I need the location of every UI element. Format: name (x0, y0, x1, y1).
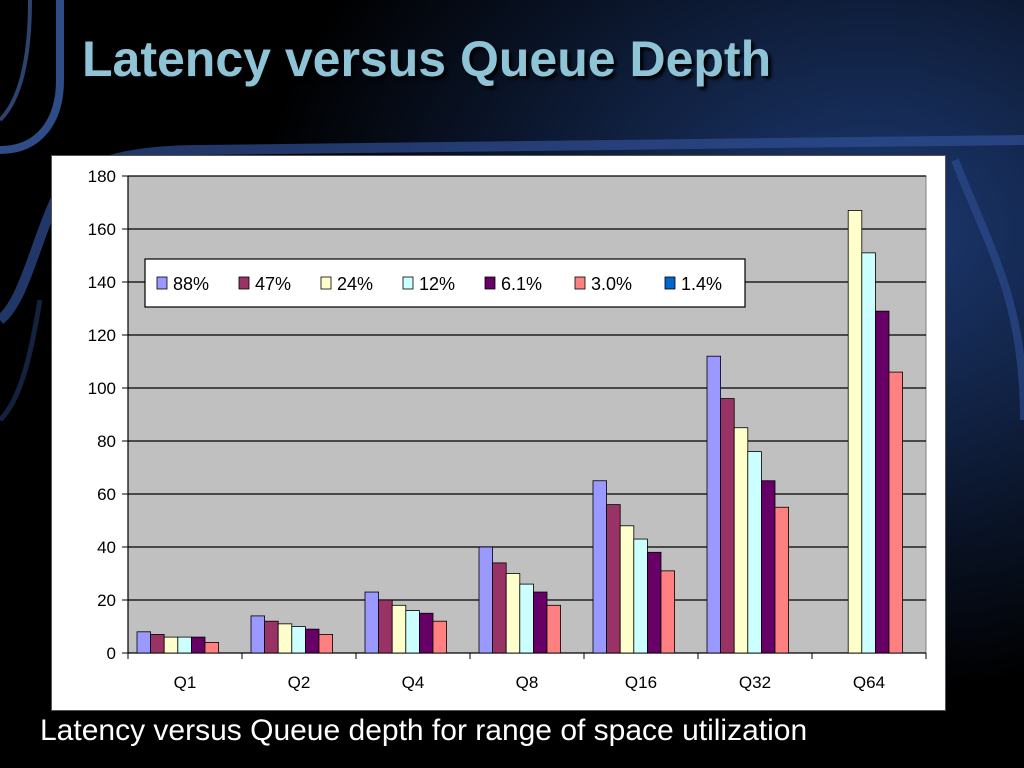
bar-24%-Q32 (733, 427, 749, 654)
y-tick-label: 60 (97, 485, 116, 504)
legend-label-3.0%: 3.0% (591, 274, 632, 294)
legend-label-12%: 12% (419, 274, 455, 294)
bar-24%-Q2 (277, 623, 293, 654)
y-tick-label: 80 (97, 432, 116, 451)
legend-swatch-12% (402, 276, 414, 290)
bar-88%-Q4 (364, 591, 380, 654)
legend-swatch-3.0% (574, 276, 586, 290)
legend-label-88%: 88% (173, 274, 209, 294)
bar-3.0%-Q1 (204, 641, 220, 654)
bar-chart: 0 20 40 60 80 100 120 140 160 180 Q1 Q2 Q4 Q8 Q16 Q32 Q6… (88, 167, 927, 692)
legend-swatch-24% (320, 276, 332, 290)
bar-6.1%-Q8 (532, 591, 548, 654)
bar-47%-Q32 (720, 398, 735, 654)
legend-swatch-88% (156, 276, 168, 290)
bar-24%-Q8 (505, 573, 521, 654)
bar-47%-Q2 (264, 620, 279, 654)
bar-47%-Q8 (492, 562, 507, 654)
bar-12%-Q32 (747, 451, 762, 654)
bar-88%-Q16 (592, 480, 608, 654)
y-tick-label: 0 (107, 644, 116, 663)
bar-6.1%-Q64 (875, 310, 890, 654)
x-tick-label: Q16 (625, 673, 657, 692)
legend-label-24%: 24% (337, 274, 373, 294)
bar-3.0%-Q2 (318, 634, 334, 654)
bar-88%-Q8 (478, 546, 494, 654)
bar-12%-Q1 (177, 636, 192, 654)
bar-12%-Q8 (519, 583, 534, 654)
bar-12%-Q2 (291, 626, 306, 654)
bar-12%-Q4 (405, 610, 420, 654)
bar-6.1%-Q32 (761, 480, 776, 654)
legend-label-6.1%: 6.1% (501, 274, 542, 294)
legend-label-47%: 47% (255, 274, 291, 294)
y-tick-label: 40 (97, 538, 116, 557)
x-tick-label: Q32 (739, 673, 771, 692)
bar-6.1%-Q4 (418, 612, 434, 654)
y-tick-label: 180 (88, 167, 116, 186)
slide-caption: Latency versus Queue depth for range of … (40, 714, 808, 747)
x-tick-label: Q4 (402, 673, 425, 692)
y-tick-label: 120 (88, 326, 116, 345)
plot-area (127, 175, 927, 654)
legend-swatch-6.1% (484, 276, 496, 290)
legend-swatch-1.4% (664, 276, 676, 290)
y-tick-label: 100 (88, 379, 116, 398)
x-tick-label: Q8 (516, 673, 539, 692)
bar-88%-Q2 (250, 615, 266, 654)
y-tick-label: 140 (88, 273, 116, 292)
legend-swatch-47% (238, 276, 250, 290)
bar-3.0%-Q16 (660, 570, 676, 654)
bar-3.0%-Q32 (774, 506, 790, 654)
bar-47%-Q4 (378, 599, 393, 654)
bar-3.0%-Q8 (546, 604, 562, 654)
bar-12%-Q64 (861, 252, 876, 654)
y-tick-label: 160 (88, 220, 116, 239)
bar-24%-Q16 (619, 525, 635, 654)
x-tick-label: Q1 (174, 673, 197, 692)
bar-6.1%-Q16 (647, 551, 662, 654)
x-tick-label: Q64 (853, 673, 885, 692)
chart-frame: 0 20 40 60 80 100 120 140 160 180 Q1 Q2 Q4 Q8 Q16 Q32 Q6… (51, 155, 946, 711)
x-tick-label: Q2 (288, 673, 311, 692)
bar-47%-Q1 (150, 634, 165, 654)
bar-3.0%-Q4 (432, 620, 448, 654)
legend-label-1.4%: 1.4% (681, 274, 722, 294)
bar-24%-Q1 (163, 636, 179, 654)
bar-24%-Q64 (847, 210, 863, 654)
bar-88%-Q32 (706, 355, 722, 654)
y-tick-label: 20 (97, 591, 116, 610)
bar-6.1%-Q2 (304, 628, 320, 654)
bar-47%-Q16 (606, 504, 621, 654)
bar-24%-Q4 (391, 604, 407, 654)
bar-3.0%-Q64 (888, 371, 904, 654)
bar-88%-Q1 (136, 631, 152, 654)
slide-title: Latency versus Queue Depth (82, 31, 772, 87)
bar-12%-Q16 (633, 538, 648, 654)
bar-6.1%-Q1 (190, 636, 206, 654)
